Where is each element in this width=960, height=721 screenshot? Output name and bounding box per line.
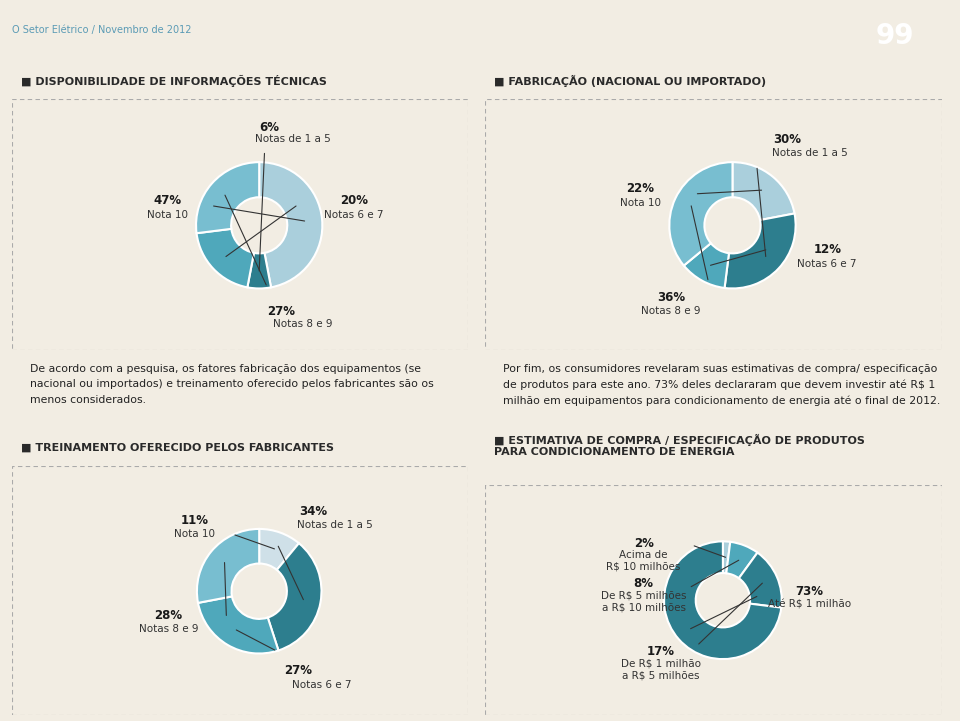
Text: Notas de 1 a 5: Notas de 1 a 5 — [772, 149, 848, 159]
Text: 8%: 8% — [634, 577, 654, 590]
Text: 27%: 27% — [284, 664, 312, 677]
Wedge shape — [669, 162, 732, 265]
Text: Notas 6 e 7: Notas 6 e 7 — [324, 210, 384, 220]
Text: 99: 99 — [876, 22, 915, 50]
Text: De R$ 5 milhões
a R$ 10 milhões: De R$ 5 milhões a R$ 10 milhões — [601, 591, 686, 613]
Text: De acordo com a pesquisa, os fatores fabricação dos equipamentos (se
nacional ou: De acordo com a pesquisa, os fatores fab… — [30, 364, 434, 404]
Text: 20%: 20% — [340, 194, 368, 207]
Text: 36%: 36% — [657, 291, 685, 304]
Text: 2%: 2% — [634, 537, 654, 550]
Text: Notas 6 e 7: Notas 6 e 7 — [798, 259, 857, 269]
Wedge shape — [197, 529, 259, 603]
Text: 28%: 28% — [155, 609, 182, 622]
Text: 30%: 30% — [773, 133, 801, 146]
Text: O Setor Elétrico / Novembro de 2012: O Setor Elétrico / Novembro de 2012 — [12, 25, 191, 35]
Text: Acima de
R$ 10 milhões: Acima de R$ 10 milhões — [607, 550, 681, 572]
Text: De R$ 1 milhão
a R$ 5 milhões: De R$ 1 milhão a R$ 5 milhões — [621, 659, 701, 681]
Wedge shape — [664, 541, 781, 659]
Wedge shape — [268, 543, 322, 650]
Text: Notas 8 e 9: Notas 8 e 9 — [274, 319, 333, 329]
Text: Até R$ 1 milhão: Até R$ 1 milhão — [768, 599, 852, 609]
Text: 27%: 27% — [267, 305, 295, 318]
Text: Por fim, os consumidores revelaram suas estimativas de compra/ especificação
de : Por fim, os consumidores revelaram suas … — [503, 364, 941, 406]
Wedge shape — [727, 541, 757, 578]
Wedge shape — [198, 596, 278, 653]
Wedge shape — [732, 162, 795, 220]
Text: 6%: 6% — [260, 120, 279, 133]
Text: Notas 6 e 7: Notas 6 e 7 — [292, 680, 351, 690]
Text: Nota 10: Nota 10 — [147, 210, 187, 220]
Text: ■ FABRICAÇÃO (NACIONAL OU IMPORTADO): ■ FABRICAÇÃO (NACIONAL OU IMPORTADO) — [494, 75, 766, 87]
Text: ■ DISPONIBILIDADE DE INFORMAÇÕES TÉCNICAS: ■ DISPONIBILIDADE DE INFORMAÇÕES TÉCNICA… — [21, 75, 326, 87]
Wedge shape — [725, 213, 796, 288]
Text: Nota 10: Nota 10 — [174, 529, 215, 539]
Text: 12%: 12% — [813, 244, 841, 257]
Wedge shape — [684, 243, 729, 288]
Text: 22%: 22% — [626, 182, 655, 195]
Text: 34%: 34% — [299, 505, 327, 518]
Text: Notas de 1 a 5: Notas de 1 a 5 — [254, 134, 330, 144]
Wedge shape — [723, 541, 731, 573]
Wedge shape — [197, 229, 254, 288]
Wedge shape — [739, 552, 781, 608]
Text: 47%: 47% — [153, 194, 181, 207]
Text: ■ ESTIMATIVA DE COMPRA / ESPECIFICAÇÃO DE PRODUTOS
PARA CONDICIONAMENTO DE ENERG: ■ ESTIMATIVA DE COMPRA / ESPECIFICAÇÃO D… — [494, 434, 865, 457]
Wedge shape — [259, 162, 323, 288]
Wedge shape — [248, 253, 271, 288]
Text: Notas 8 e 9: Notas 8 e 9 — [641, 306, 701, 317]
Text: 11%: 11% — [180, 514, 208, 527]
Text: Nota 10: Nota 10 — [620, 198, 660, 208]
Text: 17%: 17% — [647, 645, 675, 658]
Wedge shape — [196, 162, 259, 233]
Text: ■ TREINAMENTO OFERECIDO PELOS FABRICANTES: ■ TREINAMENTO OFERECIDO PELOS FABRICANTE… — [21, 443, 334, 453]
Wedge shape — [259, 529, 299, 570]
Text: Notas de 1 a 5: Notas de 1 a 5 — [298, 521, 373, 531]
Text: 73%: 73% — [796, 585, 824, 598]
Text: Notas 8 e 9: Notas 8 e 9 — [138, 624, 198, 634]
